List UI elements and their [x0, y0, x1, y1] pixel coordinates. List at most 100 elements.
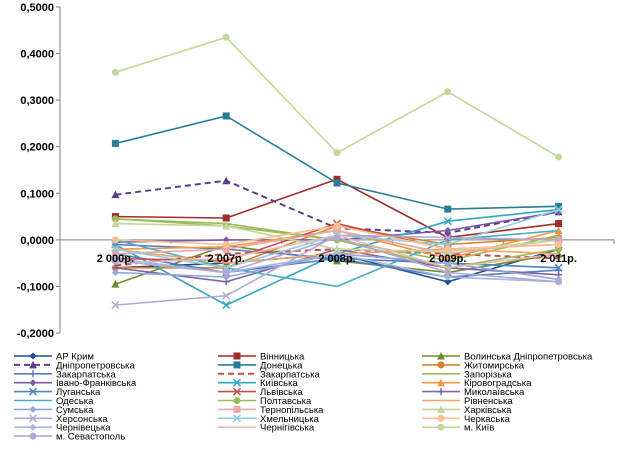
data-point: [555, 241, 563, 249]
data-point: [111, 139, 119, 147]
legend-label: Львівська: [260, 387, 303, 398]
data-point: [443, 217, 452, 226]
legend-item: Одеська: [14, 396, 94, 407]
data-point: [437, 378, 445, 387]
y-tick-label: 0,0000: [20, 235, 54, 247]
data-point: [437, 423, 445, 431]
x-tick-label: 2 011р.: [540, 253, 577, 265]
legend-item: Волинська Дніпропетровська: [422, 352, 593, 363]
legend: АР Крим Вінницька Волинська Дніпропетровсь…: [14, 352, 593, 443]
data-point: [222, 33, 230, 41]
legend-label: Миколаївська: [464, 387, 525, 398]
data-point: [222, 221, 231, 230]
legend-item: Полтавська: [218, 396, 312, 407]
data-point: [29, 423, 37, 431]
data-point: [222, 241, 230, 249]
legend-item: Київська: [218, 378, 298, 389]
data-point: [233, 405, 241, 413]
series-line: [111, 222, 563, 253]
legend-item: Івано-Франківська: [14, 378, 137, 389]
y-tick-label: 0,4000: [20, 49, 54, 61]
data-point: [554, 263, 563, 272]
data-point: [111, 268, 119, 276]
data-point: [443, 233, 452, 242]
y-tick-label: 0,2000: [20, 142, 54, 154]
legend-label: Хмельницька: [260, 414, 320, 425]
legend-item: Хмельницька: [218, 414, 320, 425]
legend-item: Сумська: [14, 405, 94, 416]
legend-label: Херсонська: [56, 414, 108, 425]
data-point: [111, 236, 119, 244]
data-point: [29, 405, 37, 413]
legend-label: Чернівецька: [56, 423, 111, 434]
data-point: [333, 245, 341, 253]
data-point: [555, 278, 563, 286]
data-point: [555, 220, 563, 228]
x-tick-label: 2 000р.: [97, 253, 134, 265]
legend-label: Житомирська: [464, 360, 525, 371]
legend-item: Житомирська: [422, 360, 525, 371]
legend-item: Миколаївська: [422, 387, 525, 398]
data-point: [111, 215, 119, 223]
y-tick-label: 0,3000: [20, 95, 54, 107]
data-point: [444, 88, 452, 96]
data-point: [444, 205, 452, 213]
legend-label: Донецька: [260, 360, 303, 371]
legend-item: Закарпатська: [218, 369, 320, 380]
legend-label: м. Київ: [464, 423, 494, 434]
legend-label: м. Севастополь: [56, 432, 125, 443]
legend-label: Київська: [260, 378, 298, 389]
data-point: [222, 245, 230, 253]
legend-label: Чернігівська: [260, 423, 315, 434]
data-point: [333, 179, 341, 187]
data-point: [437, 361, 445, 369]
legend-label: Кіровоградська: [464, 378, 532, 389]
data-point: [29, 379, 37, 387]
data-point: [444, 227, 452, 235]
data-point: [333, 149, 341, 157]
data-point: [222, 268, 230, 276]
data-point: [444, 245, 452, 253]
data-point: [29, 360, 37, 369]
legend-item: Чернівецька: [14, 423, 111, 434]
data-point: [222, 291, 231, 300]
plot-area: -0,2000 -0,1000 0,0000 0,1000 0,2000 0,3000 0,…: [17, 2, 615, 340]
legend-label: Черкаська: [464, 414, 511, 425]
legend-item: Львівська: [218, 387, 303, 398]
data-point: [233, 397, 241, 404]
legend-label: Тернопільська: [260, 405, 324, 416]
data-point: [444, 278, 452, 286]
data-point: [333, 175, 341, 183]
y-tick-label: -0,1000: [17, 281, 54, 293]
x-tick-label: 2 008р.: [318, 253, 355, 265]
legend-label: Закарпатська: [56, 369, 116, 380]
data-point: [111, 219, 120, 228]
data-point: [111, 257, 119, 265]
legend-item: Вінницька: [218, 352, 305, 363]
data-point: [333, 222, 341, 230]
legend-item: АР Крим: [14, 352, 94, 363]
legend-item: Черкаська: [422, 414, 511, 425]
data-point: [111, 245, 120, 254]
legend-label: Волинська Дніпропетровська: [464, 352, 593, 363]
data-point: [222, 112, 230, 120]
legend-label: Вінницька: [260, 352, 305, 363]
data-point: [111, 280, 120, 288]
y-tick-label: 0,1000: [20, 188, 54, 200]
legend-label: Луганська: [56, 387, 101, 398]
data-point: [444, 259, 452, 267]
legend-label: Дніпропетровська: [56, 360, 136, 371]
series-line: [111, 33, 563, 161]
data-point: [555, 202, 563, 210]
legend-item: Закарпатська: [14, 369, 116, 380]
data-point: [29, 370, 37, 378]
data-point: [111, 301, 120, 310]
data-point: [437, 388, 445, 396]
y-tick-label: -0,2000: [17, 328, 54, 340]
data-point: [333, 234, 341, 242]
data-point: [437, 405, 445, 413]
data-point: [222, 214, 230, 222]
data-point: [222, 176, 231, 185]
legend-label: АР Крим: [56, 352, 94, 363]
